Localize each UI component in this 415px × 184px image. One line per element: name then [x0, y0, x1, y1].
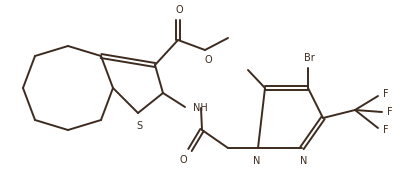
- Text: F: F: [383, 89, 388, 99]
- Text: N: N: [300, 156, 308, 166]
- Text: O: O: [175, 5, 183, 15]
- Text: F: F: [387, 107, 393, 117]
- Text: Br: Br: [304, 53, 315, 63]
- Text: O: O: [179, 155, 187, 165]
- Text: S: S: [136, 121, 142, 131]
- Text: NH: NH: [193, 103, 208, 113]
- Text: N: N: [253, 156, 261, 166]
- Text: F: F: [383, 125, 388, 135]
- Text: O: O: [204, 55, 212, 65]
